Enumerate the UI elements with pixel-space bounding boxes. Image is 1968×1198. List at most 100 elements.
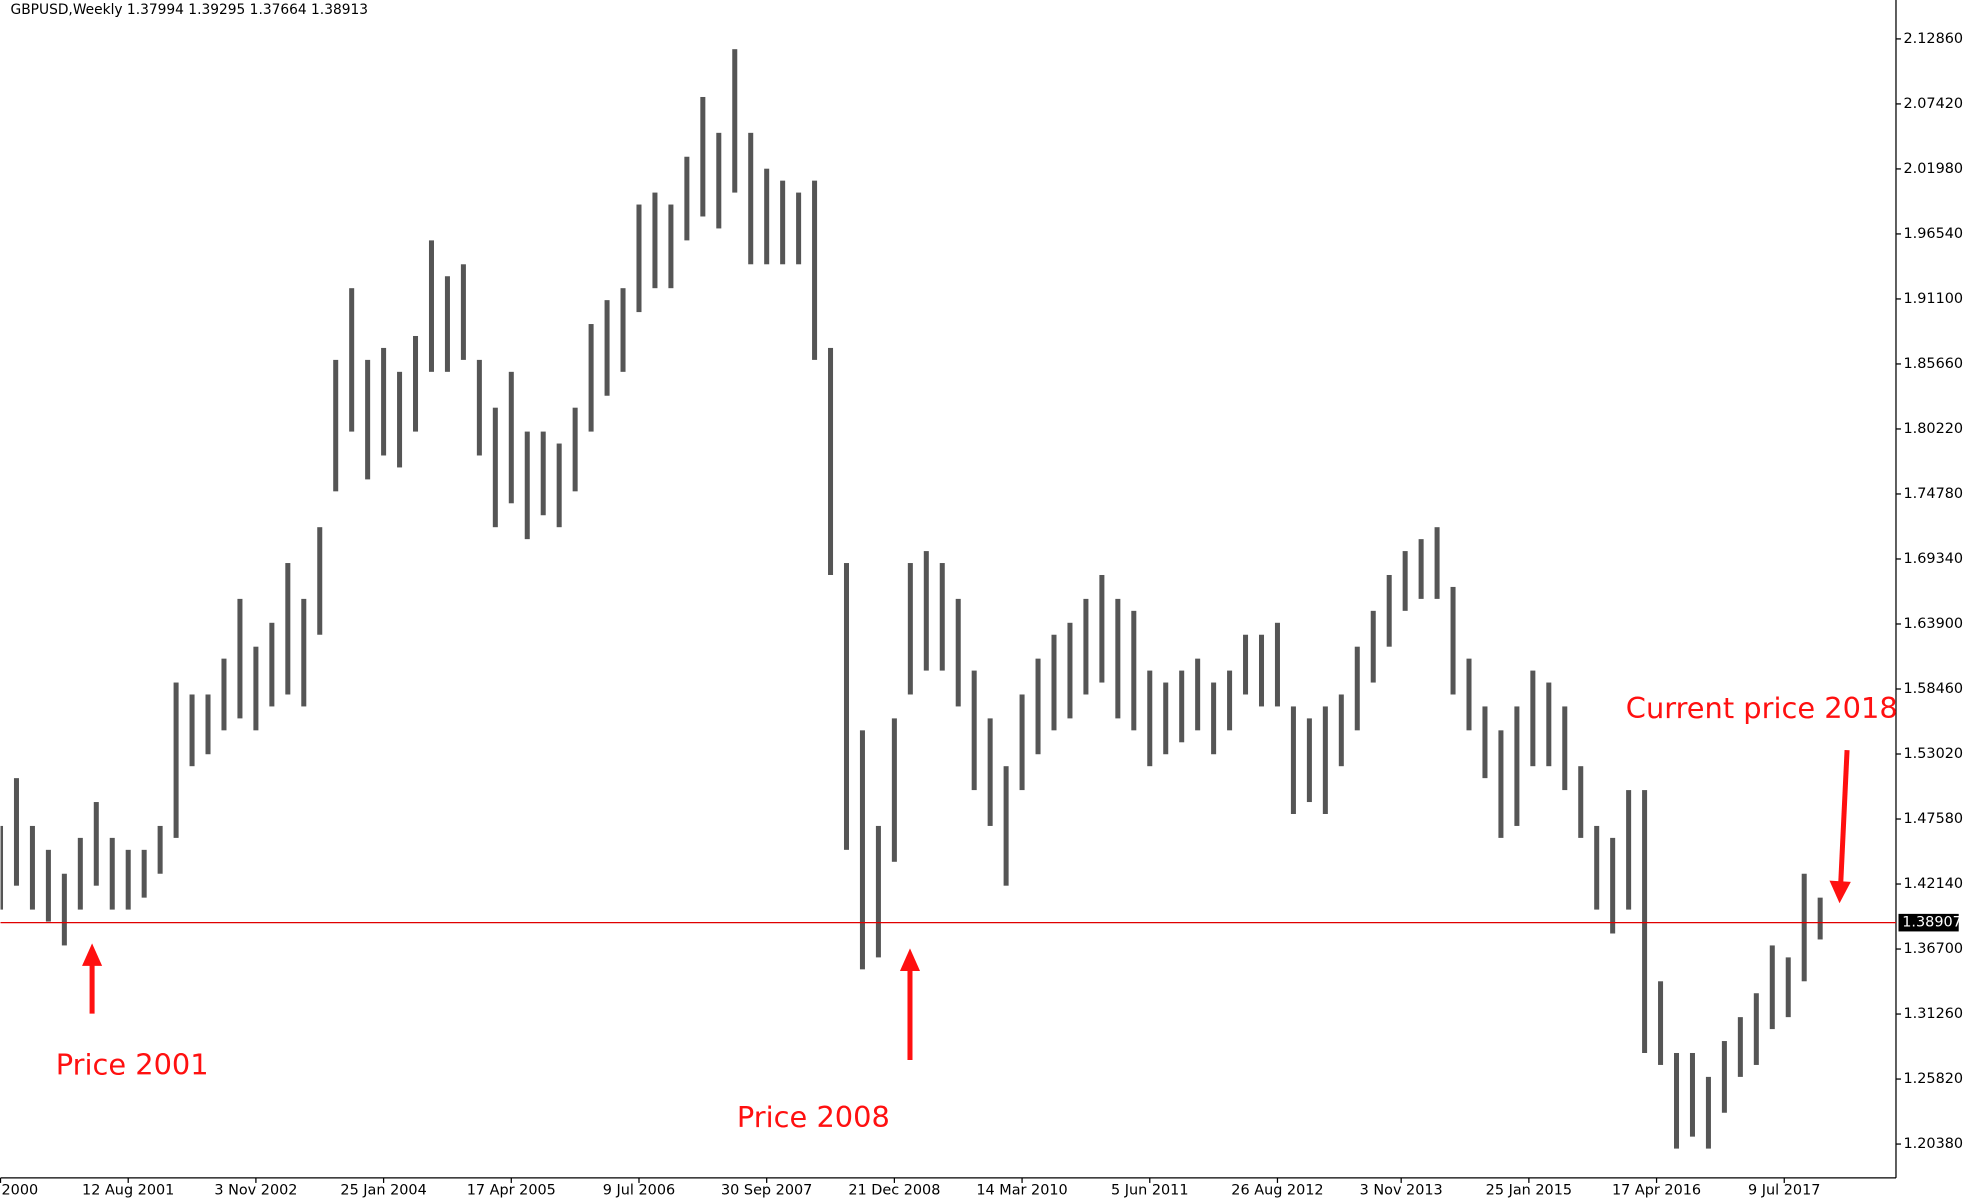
- price-bar: [61, 873, 67, 946]
- y-tick-label: 1.47580: [1904, 811, 1964, 827]
- price-bar: [796, 192, 802, 265]
- price-bar: [492, 407, 498, 528]
- arrow-head: [1829, 880, 1851, 904]
- price-bar: [1003, 766, 1009, 886]
- price-bar: [764, 168, 770, 265]
- price-bar: [1785, 957, 1791, 1018]
- y-tick-label: 2.07420: [1904, 96, 1964, 112]
- price-bar: [604, 300, 610, 396]
- annotation: Current price 2018: [1626, 691, 1898, 725]
- price-bar: [971, 670, 977, 791]
- price-bar: [141, 849, 147, 898]
- y-tick-label: 1.69340: [1904, 551, 1964, 567]
- price-bar: [1434, 527, 1440, 599]
- price-bar: [636, 204, 642, 313]
- price-bar: [333, 359, 339, 492]
- y-tick-label: 1.25820: [1904, 1071, 1964, 1087]
- arrow-head: [899, 948, 921, 971]
- price-bar: [1019, 694, 1025, 791]
- arrow-head: [82, 943, 103, 966]
- price-bar: [955, 598, 961, 707]
- price-bar: [1642, 790, 1648, 1053]
- price-bar: [269, 622, 275, 707]
- price-bar: [1243, 634, 1249, 695]
- price-bar: [1817, 897, 1823, 940]
- x-tick-label: 14 Mar 2010: [976, 1182, 1067, 1198]
- price-bar: [301, 598, 307, 707]
- price-bar: [588, 324, 594, 432]
- price-bar: [109, 837, 115, 910]
- price-bar: [1274, 622, 1280, 707]
- price-bar: [1546, 682, 1552, 767]
- price-bar: [508, 371, 514, 504]
- price-bar: [1051, 634, 1057, 731]
- x-tick-label: 26 Aug 2012: [1231, 1182, 1323, 1198]
- price-bar: [524, 431, 530, 540]
- price-bar: [1370, 610, 1376, 683]
- price-bar: [381, 347, 387, 456]
- price-bar: [1689, 1052, 1695, 1137]
- price-bar: [1594, 825, 1600, 910]
- price-bar: [221, 658, 227, 731]
- x-tick-label: 5 Jun 2011: [1111, 1182, 1188, 1198]
- price-bar: [668, 204, 674, 289]
- price-bar: [1658, 981, 1664, 1065]
- price-bar: [1322, 706, 1328, 814]
- price-bar: [125, 849, 131, 910]
- price-bar: [652, 192, 658, 289]
- price-bar: [1227, 670, 1233, 731]
- price-bar: [1067, 622, 1073, 719]
- price-bar: [1514, 706, 1520, 826]
- price-bar: [556, 443, 562, 528]
- price-bar: [444, 276, 450, 372]
- price-bar: [875, 825, 881, 958]
- y-tick-label: 1.58460: [1904, 681, 1964, 697]
- price-bar: [1306, 718, 1312, 803]
- price-bar: [1147, 670, 1153, 767]
- price-bar: [987, 718, 993, 826]
- x-tick-label: 9 Jul 2006: [603, 1182, 675, 1198]
- y-tick-label: 1.96540: [1904, 226, 1964, 242]
- price-bar: [572, 407, 578, 492]
- y-tick-label: 1.20380: [1904, 1136, 1964, 1152]
- x-tick-label: 3 Nov 2002: [214, 1182, 297, 1198]
- price-bar: [1195, 658, 1201, 731]
- price-bar: [540, 431, 546, 516]
- price-bar: [0, 825, 4, 910]
- price-bar: [1418, 539, 1424, 599]
- price-bar: [843, 563, 850, 850]
- price-bar: [1562, 706, 1568, 791]
- price-bar: [1721, 1041, 1727, 1113]
- price-bar: [620, 288, 626, 372]
- y-tick-label: 2.01980: [1904, 161, 1964, 177]
- price-bar: [1674, 1052, 1680, 1149]
- price-bar: [93, 802, 99, 886]
- price-bar: [700, 96, 706, 217]
- price-bar: [173, 682, 179, 838]
- price-bar: [189, 694, 195, 767]
- x-tick-label: 17 Apr 2016: [1612, 1182, 1701, 1198]
- x-tick-label: 17 Apr 2005: [467, 1182, 556, 1198]
- price-bar: [732, 49, 738, 193]
- y-tick-label: 2.12860: [1904, 31, 1964, 47]
- price-bar: [476, 359, 482, 456]
- y-tick-label: 1.63900: [1904, 616, 1964, 632]
- price-bar: [157, 825, 163, 874]
- price-bar: [1530, 670, 1536, 767]
- price-bar: [1115, 598, 1121, 719]
- price-bar: [907, 563, 913, 695]
- price-bar: [1163, 682, 1169, 755]
- x-tick-label: 25 Jan 2004: [340, 1182, 426, 1198]
- price-bar: [1211, 682, 1217, 755]
- price-bar: [428, 240, 434, 372]
- price-bar: [205, 694, 211, 755]
- price-bar: [317, 527, 323, 635]
- x-tick-label: 9 Jul 2017: [1748, 1182, 1820, 1198]
- price-bar: [1753, 993, 1759, 1065]
- price-bar: [1386, 574, 1392, 647]
- price-bar: [1626, 790, 1632, 910]
- arrows: [82, 750, 1851, 1061]
